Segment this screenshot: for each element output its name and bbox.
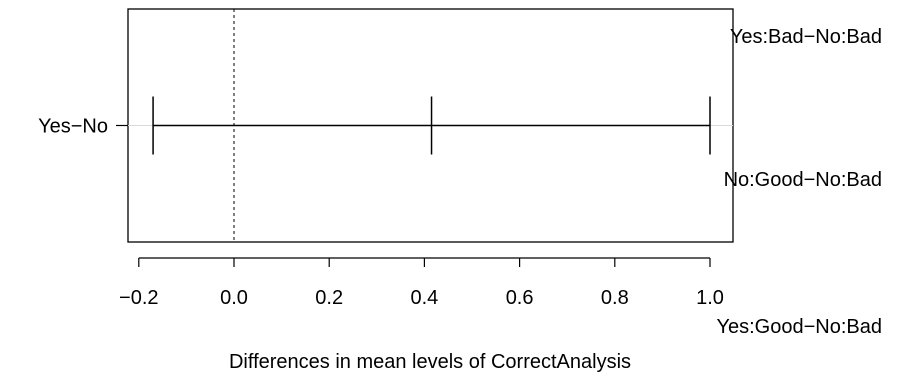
y-tick-label: Yes−No — [38, 116, 108, 138]
x-tick-label: 0.6 — [506, 287, 534, 309]
x-tick-label: 1.0 — [696, 287, 724, 309]
x-axis-title: Differences in mean levels of CorrectAna… — [229, 351, 631, 373]
x-axis: −0.2 0.0 0.2 0.4 0.6 0.8 1.0 — [119, 257, 724, 309]
interval-group: Yes−No — [38, 96, 733, 155]
x-tick-label: 0.8 — [601, 287, 629, 309]
overlap-label-3: Yes:Good−No:Bad — [717, 316, 883, 338]
x-tick-label: 0.2 — [315, 287, 343, 309]
x-tick-label: 0.0 — [220, 287, 248, 309]
overlap-label-1: Yes:Bad−No:Bad — [730, 26, 882, 48]
overlap-label-2: No:Good−No:Bad — [724, 169, 882, 191]
x-tick-label: 0.4 — [410, 287, 438, 309]
x-tick-label: −0.2 — [119, 287, 158, 309]
